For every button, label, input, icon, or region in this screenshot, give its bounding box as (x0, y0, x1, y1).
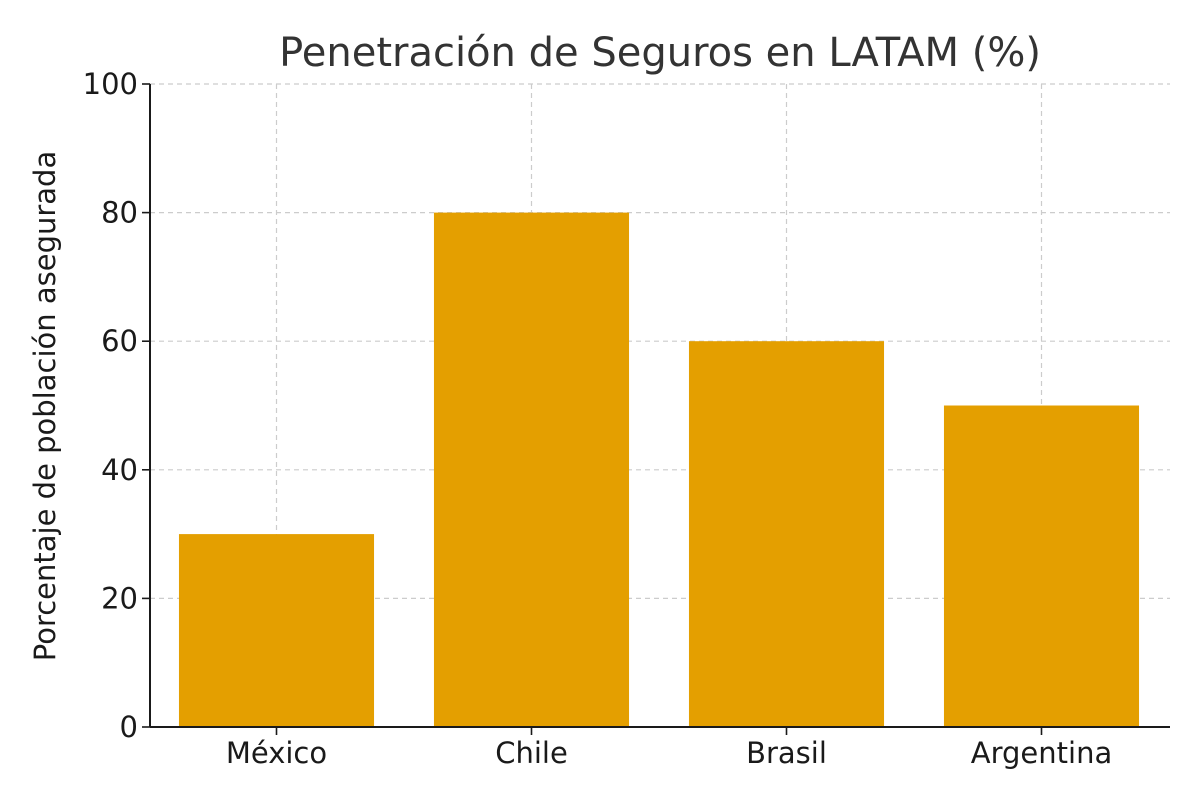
y-tick-label: 40 (101, 453, 138, 487)
bar-chile (433, 212, 630, 728)
y-tick-labels: 0 20 40 60 80 100 (83, 67, 138, 744)
x-tick-label: Brasil (746, 736, 827, 770)
y-tick-label: 100 (83, 67, 138, 101)
y-axis-label: Porcentaje de población asegurada (28, 151, 62, 662)
bar-mexico (178, 534, 375, 727)
bar-brasil (688, 341, 885, 727)
x-tick-labels: México Chile Brasil Argentina (226, 736, 1112, 770)
y-tick-label: 20 (101, 581, 138, 615)
y-tick-label: 60 (101, 324, 138, 358)
axes (142, 83, 1170, 735)
bars (178, 212, 1140, 728)
x-tick-label: Chile (495, 736, 568, 770)
x-tick-label: Argentina (971, 736, 1112, 770)
y-tick-label: 80 (101, 196, 138, 230)
x-tick-label: México (226, 736, 327, 770)
chart-title: Penetración de Seguros en LATAM (%) (279, 30, 1041, 76)
y-tick-label: 0 (120, 710, 138, 744)
bar-argentina (943, 405, 1140, 727)
